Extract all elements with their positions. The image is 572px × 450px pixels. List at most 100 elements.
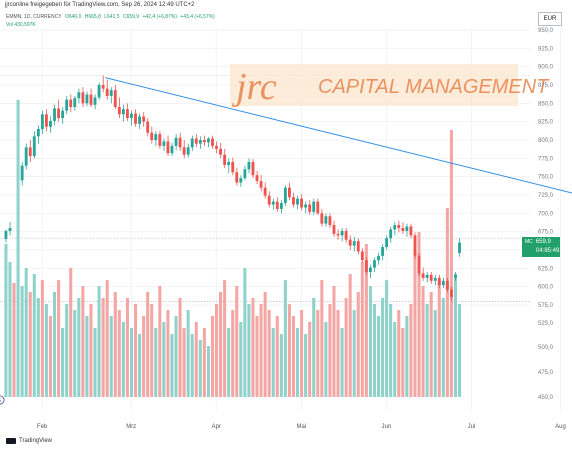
volume-bar: [178, 298, 182, 397]
candle-body: [288, 187, 291, 198]
volume-bar: [154, 328, 158, 397]
candle-body: [89, 94, 93, 105]
price-tick-label: 825,0: [538, 120, 554, 126]
candle-body: [162, 141, 166, 146]
volume-bar: [429, 292, 433, 397]
candles: [4, 75, 461, 302]
candle-body: [190, 138, 194, 148]
volume-bar: [105, 280, 109, 397]
volume-bar: [259, 304, 263, 397]
publisher-note: jjrconline freigegeben für TradingView.c…: [5, 2, 195, 8]
watermark: jrc CAPITAL MANAGEMENT: [230, 64, 550, 108]
volume-bar: [182, 328, 186, 397]
volume-bar: [283, 280, 287, 397]
price-tick-label: 625,0: [538, 266, 554, 272]
candle-body: [130, 113, 133, 118]
volume-bar: [405, 316, 409, 397]
candle-body: [425, 274, 429, 278]
candle-body: [105, 88, 109, 96]
candle-body: [170, 145, 174, 154]
change-value: +42,4 (+6,87%): [142, 14, 177, 20]
volume-bar: [93, 328, 97, 397]
price-tick-label: 800,0: [538, 138, 554, 144]
volume-bar: [458, 304, 462, 397]
volume-bar: [397, 310, 401, 397]
candle-body: [348, 239, 352, 246]
candle-body: [344, 230, 348, 240]
volume-bar: [36, 298, 40, 397]
volume-bar: [271, 328, 275, 397]
candle-body: [300, 198, 303, 208]
candle-body: [239, 178, 243, 183]
volume-bar: [356, 292, 360, 397]
volume-bar: [146, 292, 150, 397]
volume-bar: [287, 304, 291, 397]
time-tick-label: Jul: [468, 424, 476, 430]
candle-body: [121, 109, 125, 115]
candle-body: [97, 85, 101, 98]
volume-bar: [190, 334, 194, 397]
candle-body: [235, 172, 239, 183]
candle-body: [243, 169, 247, 179]
time-tick-label: Mai: [296, 424, 306, 430]
price-tick-label: 725,0: [538, 193, 554, 199]
volume-bar: [48, 316, 52, 397]
candle-body: [304, 204, 308, 208]
candle-body: [433, 277, 437, 281]
volume-bar: [142, 316, 146, 397]
volume-bar: [53, 292, 57, 397]
volume-bar: [312, 298, 316, 397]
volume-bar: [279, 334, 283, 397]
footer-brand[interactable]: TradingView: [19, 438, 53, 444]
volume-bar: [421, 286, 425, 397]
volume-bar: [174, 316, 178, 397]
event-markers[interactable]: EDEE: [0, 395, 5, 405]
volume-bar: [227, 328, 231, 397]
volume-bar: [4, 244, 8, 397]
volume-bar: [69, 268, 73, 397]
event-marker-icon[interactable]: [0, 395, 5, 405]
candle-body: [437, 277, 441, 286]
candle-body: [207, 138, 210, 143]
symbol-label[interactable]: EMMN, 1D, CURRENCY: [6, 14, 62, 20]
volume-bar: [344, 298, 348, 397]
volume-bar: [198, 340, 202, 397]
candle-body: [283, 187, 287, 204]
volume-bar: [101, 298, 105, 397]
currency-button[interactable]: EUR: [538, 12, 562, 26]
candle-body: [198, 140, 202, 144]
volume-bar: [125, 298, 129, 397]
volume-bar: [85, 316, 89, 397]
volume-bar: [243, 268, 247, 397]
candle-body: [393, 225, 397, 230]
trendline[interactable]: [105, 77, 572, 283]
volume-bar: [223, 280, 227, 397]
candle-body: [219, 148, 222, 155]
volume-bar: [324, 322, 328, 397]
volume-bar: [166, 310, 170, 397]
candle-body: [413, 235, 417, 256]
candle-body: [369, 267, 372, 272]
candle-body: [65, 99, 69, 111]
volume-bar: [97, 286, 101, 397]
price-tick-label: 850,0: [538, 101, 554, 107]
candle-body: [182, 147, 186, 155]
volume-bar: [215, 304, 219, 397]
candle-body: [259, 181, 263, 188]
volume-bar: [433, 310, 437, 397]
downtrend-line[interactable]: [105, 77, 572, 283]
volume-bar: [437, 280, 441, 397]
price-tag-value: 659,9: [535, 239, 551, 245]
volume-bar: [300, 310, 304, 397]
candle-body: [211, 138, 214, 146]
footer: TradingView: [6, 438, 52, 444]
candle-body: [389, 229, 393, 239]
candle-body: [45, 114, 48, 127]
candle-body: [174, 137, 178, 146]
volume-bar: [235, 286, 239, 397]
price-tick-label: 575,0: [538, 303, 554, 309]
candle-body: [401, 228, 405, 231]
candle-body: [454, 274, 457, 278]
volume-bar: [377, 316, 381, 397]
